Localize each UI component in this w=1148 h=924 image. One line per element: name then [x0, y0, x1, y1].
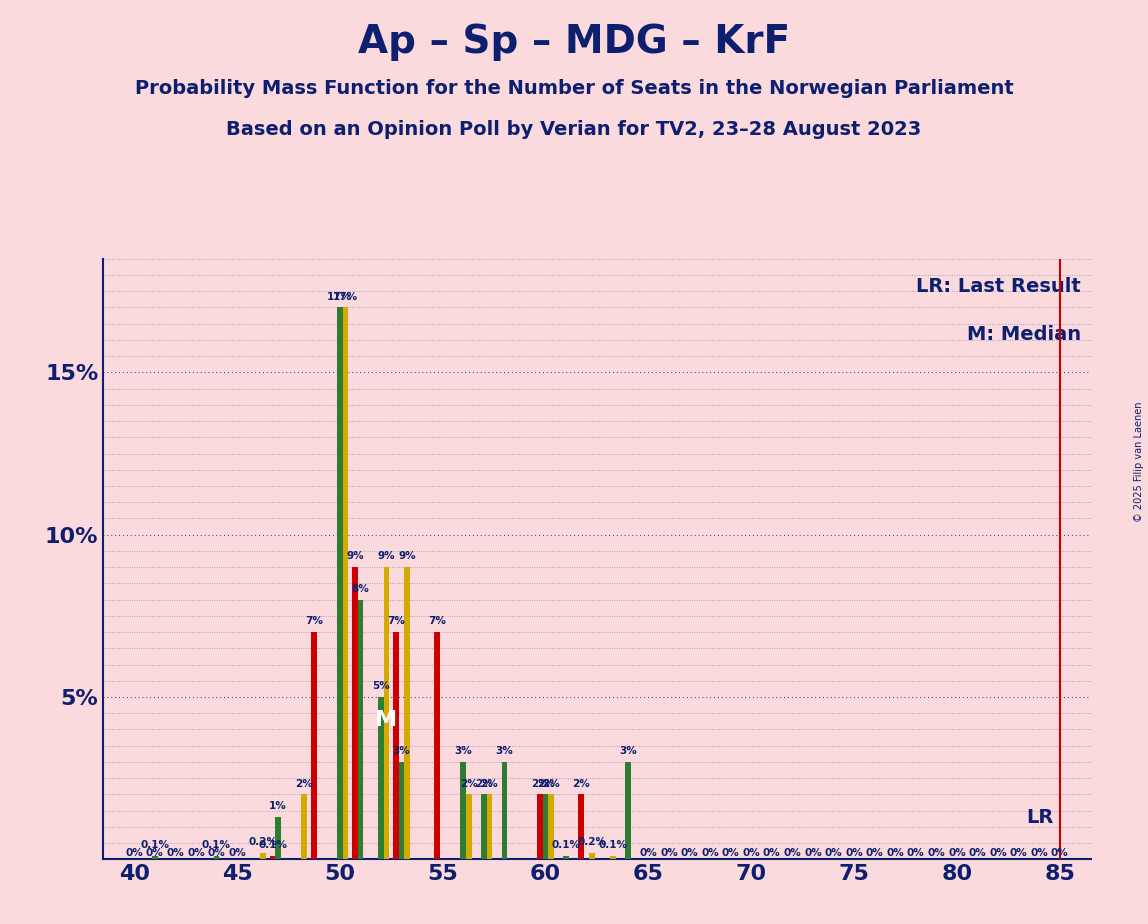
Text: M: Median: M: Median — [967, 325, 1080, 344]
Text: 0%: 0% — [824, 847, 843, 857]
Text: 3%: 3% — [496, 746, 513, 756]
Bar — [543, 795, 549, 859]
Text: 9%: 9% — [346, 552, 364, 561]
Text: Probability Mass Function for the Number of Seats in the Norwegian Parliament: Probability Mass Function for the Number… — [134, 79, 1014, 98]
Bar — [434, 632, 440, 859]
Text: 1%: 1% — [270, 801, 287, 811]
Text: 0%: 0% — [886, 847, 905, 857]
Text: 9%: 9% — [398, 552, 416, 561]
Text: 0.1%: 0.1% — [551, 840, 581, 850]
Bar — [358, 600, 363, 859]
Text: 0%: 0% — [660, 847, 677, 857]
Text: 0%: 0% — [743, 847, 760, 857]
Text: 9%: 9% — [378, 552, 395, 561]
Bar — [214, 856, 219, 859]
Text: 0.1%: 0.1% — [258, 840, 287, 850]
Text: 0.1%: 0.1% — [598, 840, 627, 850]
Text: 2%: 2% — [481, 779, 498, 788]
Bar — [579, 795, 584, 859]
Bar — [270, 856, 276, 859]
Text: 0%: 0% — [804, 847, 822, 857]
Text: 2%: 2% — [475, 779, 492, 788]
Bar — [625, 762, 630, 859]
Bar — [342, 308, 348, 859]
Text: 7%: 7% — [305, 616, 323, 626]
Text: 0%: 0% — [969, 847, 986, 857]
Text: 0%: 0% — [146, 847, 164, 857]
Text: 2%: 2% — [295, 779, 313, 788]
Text: 0%: 0% — [681, 847, 698, 857]
Text: 2%: 2% — [532, 779, 549, 788]
Text: 0%: 0% — [763, 847, 781, 857]
Bar — [276, 817, 281, 859]
Text: 0.2%: 0.2% — [249, 837, 278, 847]
Text: 0%: 0% — [948, 847, 965, 857]
Text: 2%: 2% — [460, 779, 478, 788]
Text: LR: Last Result: LR: Last Result — [916, 277, 1080, 296]
Text: 17%: 17% — [327, 292, 352, 301]
Text: 0%: 0% — [907, 847, 924, 857]
Bar — [383, 567, 389, 859]
Text: 0%: 0% — [1010, 847, 1027, 857]
Bar — [460, 762, 466, 859]
Text: 0%: 0% — [701, 847, 719, 857]
Bar — [466, 795, 472, 859]
Text: 0%: 0% — [1030, 847, 1048, 857]
Text: LR: LR — [1026, 808, 1054, 827]
Bar — [589, 853, 595, 859]
Bar — [378, 697, 383, 859]
Text: 5%: 5% — [372, 681, 390, 691]
Bar — [502, 762, 507, 859]
Text: 0%: 0% — [228, 847, 246, 857]
Text: 0%: 0% — [866, 847, 884, 857]
Text: 2%: 2% — [542, 779, 560, 788]
Text: 0%: 0% — [783, 847, 801, 857]
Bar — [394, 632, 398, 859]
Text: 8%: 8% — [351, 584, 370, 594]
Text: 7%: 7% — [428, 616, 447, 626]
Text: 3%: 3% — [393, 746, 411, 756]
Bar — [549, 795, 553, 859]
Text: 0%: 0% — [928, 847, 945, 857]
Bar — [398, 762, 404, 859]
Text: 0.1%: 0.1% — [140, 840, 169, 850]
Text: Ap – Sp – MDG – KrF: Ap – Sp – MDG – KrF — [358, 23, 790, 61]
Bar — [564, 856, 569, 859]
Text: 2%: 2% — [572, 779, 590, 788]
Text: 0%: 0% — [845, 847, 863, 857]
Text: © 2025 Filip van Laenen: © 2025 Filip van Laenen — [1134, 402, 1143, 522]
Text: 0%: 0% — [639, 847, 658, 857]
Text: M: M — [375, 710, 397, 730]
Text: 3%: 3% — [455, 746, 472, 756]
Text: 17%: 17% — [333, 292, 358, 301]
Text: Based on an Opinion Poll by Verian for TV2, 23–28 August 2023: Based on an Opinion Poll by Verian for T… — [226, 120, 922, 140]
Bar — [404, 567, 410, 859]
Bar — [537, 795, 543, 859]
Text: 2%: 2% — [536, 779, 554, 788]
Bar — [487, 795, 492, 859]
Bar — [261, 853, 266, 859]
Text: 0%: 0% — [990, 847, 1007, 857]
Text: 7%: 7% — [387, 616, 405, 626]
Text: 0.1%: 0.1% — [202, 840, 231, 850]
Text: 0%: 0% — [1050, 847, 1069, 857]
Text: 0%: 0% — [722, 847, 739, 857]
Text: 0%: 0% — [125, 847, 144, 857]
Bar — [481, 795, 487, 859]
Bar — [352, 567, 358, 859]
Bar — [338, 308, 342, 859]
Bar — [152, 856, 157, 859]
Text: 0%: 0% — [208, 847, 225, 857]
Text: 0%: 0% — [187, 847, 204, 857]
Bar — [311, 632, 317, 859]
Text: 3%: 3% — [619, 746, 637, 756]
Bar — [610, 856, 615, 859]
Text: 0.2%: 0.2% — [577, 837, 607, 847]
Text: 0%: 0% — [166, 847, 184, 857]
Bar — [302, 795, 307, 859]
